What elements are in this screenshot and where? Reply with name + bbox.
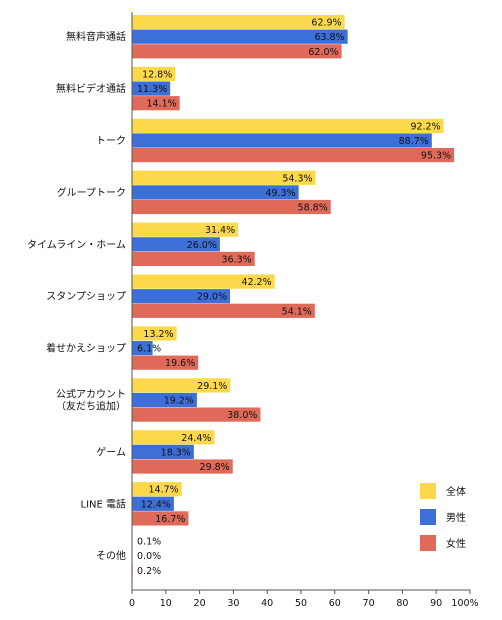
bar-男性-9 — [132, 496, 174, 511]
value-label: 0.1% — [137, 537, 161, 548]
value-label: 38.0% — [227, 410, 257, 421]
x-tick-label: 40 — [261, 598, 273, 609]
value-label: 54.3% — [282, 173, 312, 184]
x-tick-label: 90 — [430, 598, 442, 609]
bar-女性-1 — [132, 96, 180, 111]
bar-男性-1 — [132, 81, 171, 96]
value-label: 18.3% — [161, 447, 191, 458]
x-tick-label: 10 — [160, 598, 172, 609]
value-label: 36.3% — [222, 254, 252, 265]
x-tick-label: 70 — [363, 598, 375, 609]
bar-全体-8 — [132, 430, 215, 445]
value-label: 14.7% — [148, 485, 178, 496]
category-label: 公式アカウント — [56, 388, 126, 401]
value-label: 62.0% — [308, 47, 338, 58]
x-tick-label: 50 — [295, 598, 307, 609]
x-tick-label: 80 — [396, 598, 408, 609]
legend-swatch-女性 — [420, 535, 436, 551]
bar-女性-2 — [132, 148, 455, 163]
bar-全体-7 — [132, 378, 231, 393]
legend-label: 全体 — [446, 485, 466, 498]
x-tick-label: 30 — [227, 598, 239, 609]
value-label: 12.8% — [142, 70, 172, 81]
value-label: 63.8% — [314, 32, 344, 43]
category-label: 着せかえショップ — [46, 342, 126, 355]
legend-label: 男性 — [446, 511, 466, 524]
bar-全体-9 — [132, 482, 182, 497]
category-labels: 無料音声通話無料ビデオ通話トークグループトークタイムライン・ホームスタンプショッ… — [27, 30, 126, 562]
bar-男性-4 — [132, 237, 220, 252]
value-label: 31.4% — [205, 225, 235, 236]
value-label: 24.4% — [181, 433, 211, 444]
bar-女性-0 — [132, 44, 342, 59]
bar-全体-5 — [132, 274, 275, 289]
bar-全体-4 — [132, 222, 239, 237]
bar-男性-8 — [132, 444, 194, 459]
value-label: 58.8% — [298, 203, 328, 214]
value-label: 19.6% — [165, 358, 195, 369]
category-label: その他 — [96, 549, 126, 562]
value-label: 54.1% — [282, 306, 312, 317]
bar-全体-6 — [132, 326, 177, 341]
category-label: 無料音声通話 — [66, 30, 126, 43]
x-tick-label: 60 — [329, 598, 341, 609]
value-label: 95.3% — [421, 151, 451, 162]
category-label: （友だち追加） — [56, 400, 126, 413]
bar-男性-6 — [132, 341, 153, 356]
category-label: LINE 電話 — [81, 497, 127, 510]
bar-全体-1 — [132, 66, 176, 82]
value-label: 16.7% — [155, 514, 185, 525]
x-axis: 0 10 20 30 40 50 60 70 80 90 100% — [129, 12, 479, 609]
bar-男性-3 — [132, 185, 299, 200]
legend-swatch-男性 — [420, 509, 436, 525]
bar-男性-7 — [132, 392, 197, 408]
value-label: 0.2% — [137, 566, 161, 577]
bar-女性-4 — [132, 251, 255, 266]
category-label: グループトーク — [57, 186, 126, 199]
category-label: スタンプショップ — [46, 291, 126, 303]
value-label: 49.3% — [265, 188, 295, 199]
value-label: 12.4% — [141, 499, 171, 510]
value-labels: 62.9% 63.8% 62.0% 12.8% 11.3% 14.1% 92.2% 88.7%… — [137, 18, 451, 577]
x-tick-label: 100% — [451, 598, 478, 609]
bar-女性-5 — [132, 303, 315, 318]
value-label: 62.9% — [311, 18, 341, 29]
value-label: 42.2% — [241, 277, 271, 288]
bar-女性-7 — [132, 407, 261, 422]
category-label: タイムライン・ホーム — [27, 239, 126, 251]
category-label: ゲーム — [96, 446, 126, 458]
value-label: 6.1% — [137, 344, 161, 355]
value-label: 19.2% — [164, 396, 194, 407]
value-label: 14.1% — [146, 99, 176, 110]
value-label: 11.3% — [137, 84, 167, 95]
bar-男性-2 — [132, 133, 432, 148]
legend-label: 女性 — [446, 537, 466, 550]
value-label: 0.0% — [137, 551, 161, 562]
x-tick-label: 20 — [194, 598, 206, 609]
bar-女性-6 — [132, 355, 199, 370]
bar-女性-9 — [132, 511, 189, 526]
legend-swatch-全体 — [420, 483, 436, 499]
x-tick-label: 0 — [129, 598, 135, 609]
bar-男性-5 — [132, 289, 231, 304]
bar-全体-3 — [132, 170, 316, 185]
bar-全体-2 — [132, 118, 444, 133]
value-label: 29.8% — [200, 462, 230, 473]
value-label: 92.2% — [410, 121, 440, 132]
value-label: 29.0% — [197, 292, 227, 303]
bar-男性-0 — [132, 29, 348, 44]
value-label: 29.1% — [197, 381, 227, 392]
bars-layer — [132, 15, 455, 578]
category-label: トーク — [96, 135, 126, 147]
bar-女性-8 — [132, 459, 233, 474]
value-label: 88.7% — [399, 136, 429, 147]
bar-女性-3 — [132, 199, 331, 215]
value-label: 13.2% — [143, 329, 173, 340]
category-label: 無料ビデオ通話 — [56, 82, 126, 95]
value-label: 26.0% — [187, 240, 217, 251]
bar-全体-0 — [132, 15, 345, 30]
